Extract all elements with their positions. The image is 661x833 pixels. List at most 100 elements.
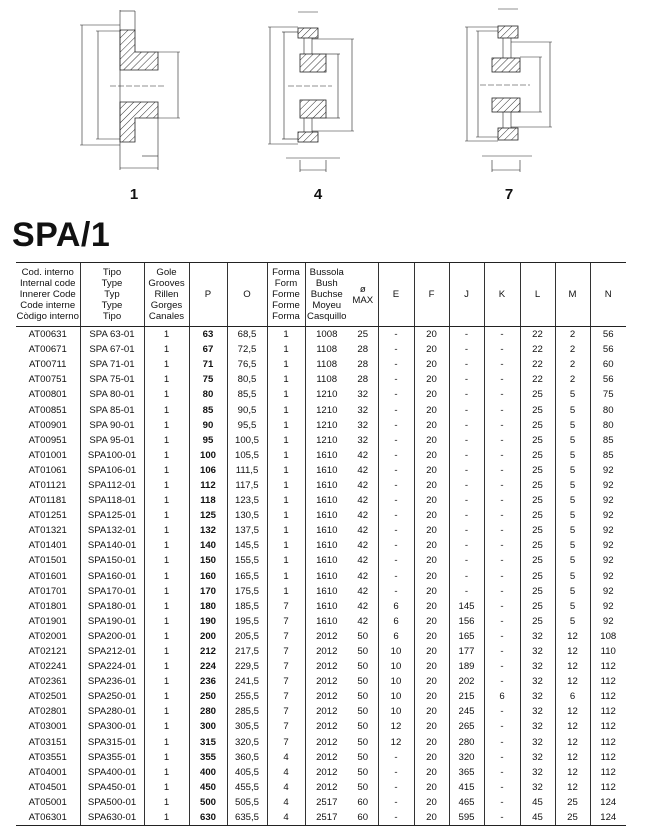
table-cell: 4 bbox=[266, 810, 305, 827]
table-cell: - bbox=[483, 749, 520, 765]
table-cell: - bbox=[483, 704, 520, 720]
table-cell: 160 bbox=[188, 568, 227, 584]
table-cell: 236 bbox=[188, 674, 227, 690]
table-cell: 10 bbox=[377, 659, 414, 675]
table-cell: 123,5 bbox=[226, 493, 267, 509]
table-cell: 25 bbox=[554, 810, 590, 827]
column-header-line: N bbox=[604, 289, 612, 300]
table-cell: 285,5 bbox=[226, 704, 267, 720]
table-cell: - bbox=[377, 583, 414, 599]
table-cell: - bbox=[377, 432, 414, 448]
table-cell: 32 bbox=[519, 643, 555, 660]
table-cell: 140 bbox=[188, 538, 227, 554]
column-header-line: Bussola bbox=[309, 267, 344, 278]
table-cell: 42 bbox=[357, 615, 369, 627]
table-cell: 1 bbox=[143, 749, 189, 765]
table-cell: 92 bbox=[589, 523, 626, 539]
table-cell: 1 bbox=[266, 462, 305, 478]
column-header-line: F bbox=[428, 289, 435, 300]
table-cell: 50 bbox=[357, 751, 369, 763]
table-cell: 1 bbox=[266, 553, 305, 569]
table-cell: 32 bbox=[519, 719, 555, 735]
table-cell: 112 bbox=[589, 704, 626, 720]
table-cell: AT01501 bbox=[28, 555, 67, 567]
column-header-line: Rillen bbox=[154, 289, 179, 300]
table-cell: 63 bbox=[188, 326, 227, 343]
table-cell: 32 bbox=[519, 764, 555, 780]
column-header-line: Cod. interno bbox=[21, 267, 74, 278]
table-cell: 1 bbox=[143, 583, 189, 599]
table-cell: 112 bbox=[589, 689, 626, 705]
table-cell: - bbox=[377, 538, 414, 554]
table-cell: 32 bbox=[519, 628, 555, 644]
table-cell: 5 bbox=[554, 447, 590, 463]
column-header-line: Moyeu bbox=[312, 300, 342, 311]
table-cell: 112 bbox=[589, 749, 626, 765]
table-cell: 20 bbox=[413, 628, 449, 644]
table-cell: 7 bbox=[266, 643, 305, 660]
column-header: N bbox=[589, 262, 626, 327]
column-header: J bbox=[448, 262, 484, 327]
table-row: AT00951 SPA 95-01 1 95 100,5 1 1210 32-20- -25 5 8… bbox=[16, 432, 626, 448]
column-header-line: Tipo bbox=[102, 267, 122, 278]
table-cell: - bbox=[483, 447, 520, 463]
table-cell: AT02361 bbox=[28, 676, 67, 688]
table-cell: 25 bbox=[519, 493, 555, 509]
table-cell: - bbox=[483, 568, 520, 584]
table-cell: 1 bbox=[143, 477, 189, 494]
table-cell: SPA160-01 bbox=[79, 568, 144, 584]
table-cell: 7 bbox=[266, 689, 305, 705]
table-cell: 112 bbox=[589, 659, 626, 675]
table-cell: - bbox=[483, 598, 520, 614]
table-cell: AT00751 bbox=[28, 374, 67, 386]
table-cell: 5 bbox=[554, 417, 590, 433]
table-cell: 42 bbox=[357, 570, 369, 582]
table-cell: AT00631 bbox=[28, 329, 67, 341]
table-cell: 112 bbox=[589, 779, 626, 795]
table-cell: 75 bbox=[188, 372, 227, 388]
table-cell: AT01001 bbox=[28, 449, 67, 461]
table-cell: SPA280-01 bbox=[79, 704, 144, 720]
table-cell: SPA180-01 bbox=[79, 598, 144, 614]
table-row: AT01321 SPA132-01 1 132 137,5 1 1610 42-20- -25 5… bbox=[16, 523, 626, 539]
table-row: AT01601 SPA160-01 1 160 165,5 1 1610 42-20- -25 5… bbox=[16, 568, 626, 584]
table-cell: 125 bbox=[188, 508, 227, 524]
table-cell: 50 bbox=[357, 661, 369, 673]
table-cell: 2012 bbox=[304, 659, 348, 675]
column-header-line: ø bbox=[359, 283, 366, 295]
table-cell: 112 bbox=[589, 764, 626, 780]
column-header: Bussola Bush Buchse Moyeu Casquillo bbox=[304, 262, 348, 327]
table-cell: 150 bbox=[188, 553, 227, 569]
table-cell: AT01701 bbox=[28, 585, 67, 597]
table-cell: 1008 bbox=[304, 326, 348, 343]
table-cell: SPA 71-01 bbox=[79, 357, 144, 373]
column-header-line: Canales bbox=[148, 311, 185, 322]
table-cell: 177 bbox=[448, 643, 484, 660]
table-cell: 355 bbox=[188, 749, 227, 765]
table-cell: SPA250-01 bbox=[79, 689, 144, 705]
table-cell: SPA132-01 bbox=[79, 523, 144, 539]
table-cell: - bbox=[483, 326, 520, 343]
table-cell: 6 bbox=[377, 628, 414, 644]
column-header-line: Typ bbox=[104, 289, 120, 300]
column-header-line: Bush bbox=[315, 278, 338, 289]
table-cell: 20 bbox=[413, 794, 449, 810]
table-cell: - bbox=[483, 779, 520, 795]
table-cell: 255,5 bbox=[226, 689, 267, 705]
table-cell: 1 bbox=[143, 719, 189, 735]
table-cell: 156 bbox=[448, 613, 484, 629]
table-cell: 465 bbox=[448, 794, 484, 810]
table-cell: - bbox=[377, 402, 414, 418]
column-header-line: Forme bbox=[272, 289, 300, 300]
table-cell: 85,5 bbox=[226, 387, 267, 403]
table-header-row: Cod. interno Internal code Innerer Code Cod… bbox=[16, 262, 626, 327]
table-cell: 1610 bbox=[304, 477, 348, 494]
column-header: Tipo Type Typ Type Tipo bbox=[79, 262, 144, 327]
table-cell: 6 bbox=[554, 689, 590, 705]
column-header: P bbox=[188, 262, 227, 327]
table-cell: 5 bbox=[554, 477, 590, 494]
table-cell: 1 bbox=[143, 417, 189, 433]
column-header-line: Gole bbox=[156, 267, 177, 278]
table-cell: AT01061 bbox=[28, 464, 67, 476]
table-cell: 130,5 bbox=[226, 508, 267, 524]
